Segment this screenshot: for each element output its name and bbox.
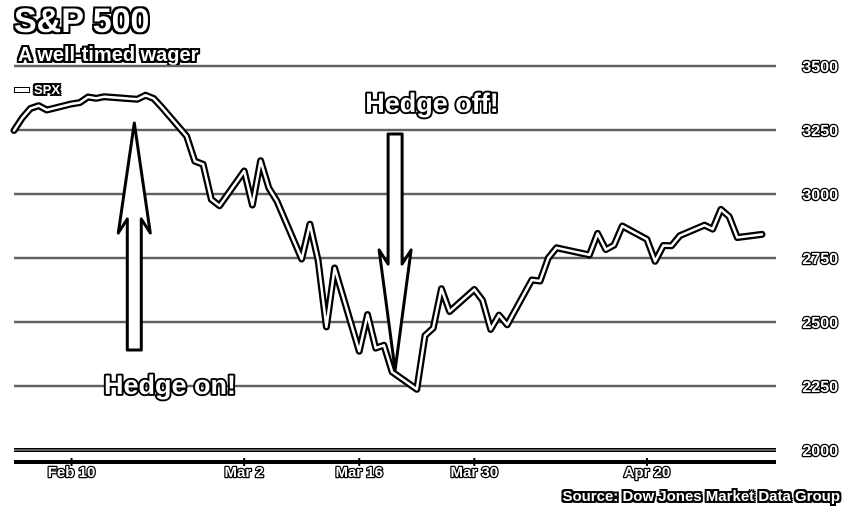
series-line-spx — [12, 93, 764, 391]
hedge-off-arrow — [377, 132, 413, 372]
x-tick-label-mar-16: Mar 16 — [335, 464, 383, 481]
x-tick-label-apr-20: Apr 20 — [624, 464, 671, 481]
y-tick-label-3500: 3500 — [802, 59, 838, 76]
y-tick-label-2750: 2750 — [802, 251, 838, 268]
y-tick-label-2000: 2000 — [802, 443, 838, 460]
x-tick-label-mar-2: Mar 2 — [225, 464, 264, 481]
hedge-on-label: Hedge on! — [104, 370, 236, 400]
chart-subtitle: A well-timed wager — [18, 44, 199, 66]
chart-title: S&P 500 — [14, 2, 150, 40]
legend-label-spx: SPX — [34, 82, 61, 97]
y-tick-label-2500: 2500 — [802, 315, 838, 332]
hedge-on-arrow — [116, 121, 152, 352]
hedge-off-label: Hedge off! — [365, 88, 498, 118]
chart-legend: SPX — [14, 82, 60, 97]
y-tick-label-3250: 3250 — [802, 123, 838, 140]
x-tick-label-mar-30: Mar 30 — [451, 464, 499, 481]
y-tick-label-3000: 3000 — [802, 187, 838, 204]
legend-swatch — [14, 86, 30, 93]
x-tick-label-feb-10: Feb 10 — [48, 464, 96, 481]
source-note: Source: Dow Jones Market Data Group — [562, 488, 840, 505]
y-tick-label-2250: 2250 — [802, 379, 838, 396]
